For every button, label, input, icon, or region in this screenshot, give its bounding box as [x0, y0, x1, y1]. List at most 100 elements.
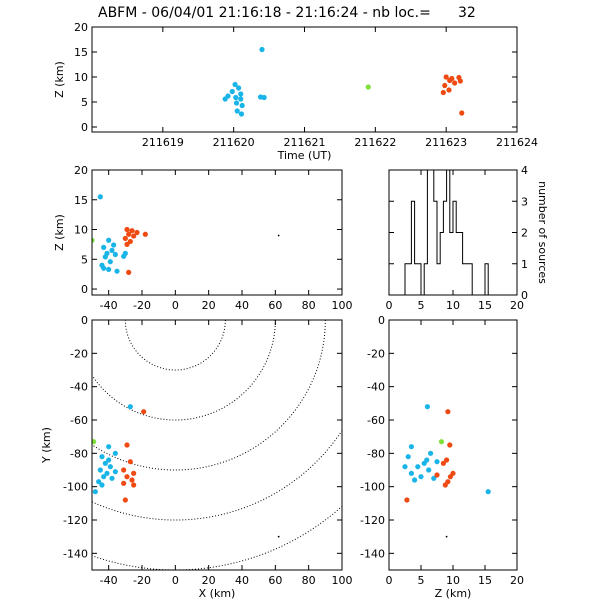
- x-tick-label: 211620: [213, 136, 255, 149]
- orange-source-point: [440, 89, 446, 96]
- cyan-source-point: [236, 85, 242, 91]
- orange-source-point: [457, 78, 463, 84]
- x-tick-label: -40: [100, 574, 118, 587]
- x-tick-label: 15: [478, 299, 492, 312]
- green-source-point: [92, 439, 97, 445]
- cyan-source-point: [232, 81, 238, 88]
- y-tick-label: 5: [81, 96, 88, 109]
- data-points: [222, 46, 465, 117]
- y-tick-label: -80: [70, 447, 88, 460]
- orange-source-point: [447, 474, 454, 480]
- range-ring: [124, 320, 226, 371]
- cyan-source-point: [107, 259, 113, 265]
- cyan-source-point: [97, 194, 103, 200]
- cyan-source-point: [259, 46, 265, 53]
- orange-source-point: [442, 82, 448, 89]
- orange-source-point: [122, 497, 128, 503]
- y-tick-label: -100: [360, 481, 385, 494]
- zy-view-panel: 0 5 10 15 20 0 -20 -40 -60 -80 -100 -120 -140 Z (km): [360, 314, 524, 600]
- orange-source-point: [129, 477, 135, 483]
- cyan-source-point: [233, 100, 240, 106]
- cyan-source-point: [431, 475, 437, 481]
- figure-title: ABFM - 06/04/01 21:16:18 - 21:16:24 - nb…: [98, 5, 431, 21]
- cyan-source-point: [102, 254, 108, 260]
- orange-source-point: [443, 74, 449, 80]
- y-tick-label: 0: [378, 314, 385, 327]
- y-tick-label: 0: [81, 314, 88, 327]
- data-points: [92, 194, 280, 275]
- x-tick-label: 100: [332, 299, 353, 312]
- green-source-point: [438, 439, 445, 445]
- orange-source-point: [126, 269, 132, 275]
- orange-source-point: [442, 482, 448, 488]
- cyan-source-point: [101, 265, 107, 271]
- cyan-source-point: [102, 460, 108, 466]
- x-tick-label: 5: [418, 574, 425, 587]
- y-tick-label: -120: [63, 514, 88, 527]
- cyan-source-point: [106, 237, 112, 243]
- cyan-source-point: [234, 108, 240, 114]
- cyan-source-point: [418, 474, 424, 480]
- y-tick-label: 5: [81, 253, 88, 266]
- cyan-source-point: [112, 450, 118, 456]
- orange-source-point: [124, 442, 130, 448]
- cyan-source-point: [426, 467, 432, 473]
- orange-source-point: [445, 409, 451, 415]
- axis-source-point: [277, 535, 280, 538]
- y-axis-label: Z (km): [53, 214, 66, 251]
- xy-plan-panel: -40 -20 0 20 40 60 80 100 0 -20 -40 -60 -80 -100 -120 -…: [40, 314, 353, 600]
- green-source-point: [365, 84, 371, 90]
- plot-frame: [91, 319, 343, 571]
- x-tick-label: 211621: [284, 136, 326, 149]
- cyan-source-point: [238, 111, 245, 117]
- histogram-steps: [389, 169, 517, 296]
- axis-source-point: [445, 535, 448, 538]
- orange-source-point: [121, 480, 127, 486]
- cyan-source-point: [96, 479, 102, 485]
- y-tick-label: 4: [521, 164, 528, 177]
- orange-source-point: [122, 235, 128, 242]
- y-tick-label: 0: [81, 121, 88, 134]
- y-axis-label: Y (km): [40, 427, 53, 464]
- x-tick-label: 10: [446, 299, 460, 312]
- x-tick-label: 211622: [354, 136, 396, 149]
- y-tick-label: 20: [74, 21, 88, 34]
- cyan-source-point: [112, 469, 118, 475]
- cyan-source-point: [97, 467, 103, 473]
- orange-source-point: [459, 110, 465, 116]
- cyan-source-point: [106, 266, 112, 273]
- orange-source-point: [452, 80, 458, 86]
- cyan-source-point: [107, 464, 113, 470]
- cyan-source-point: [485, 489, 491, 495]
- y-tick-label: 15: [74, 194, 88, 207]
- cyan-source-point: [408, 470, 414, 476]
- x-tick-label: -20: [133, 299, 151, 312]
- cyan-source-point: [424, 457, 430, 463]
- orange-source-point: [141, 409, 147, 415]
- range-rings: [92, 320, 342, 570]
- orange-source-point: [446, 87, 452, 93]
- cyan-source-point: [109, 247, 115, 253]
- x-tick-label: 20: [510, 299, 524, 312]
- orange-source-point: [124, 474, 130, 480]
- y-tick-label: 10: [74, 224, 88, 237]
- cyan-source-point: [92, 489, 98, 495]
- x-tick-label: 40: [235, 299, 249, 312]
- cyan-source-point: [402, 464, 408, 470]
- y-tick-label: -40: [70, 381, 88, 394]
- x-tick-label: 60: [268, 299, 282, 312]
- x-tick-label: 10: [446, 574, 460, 587]
- orange-source-point: [129, 228, 135, 234]
- y-tick-label: 2: [521, 227, 528, 240]
- cyan-source-point: [434, 459, 440, 465]
- y-tick-label: 0: [81, 283, 88, 296]
- data-points: [402, 404, 491, 538]
- cyan-source-point: [99, 482, 105, 488]
- x-tick-label: 211623: [425, 136, 467, 149]
- y-tick-label: -140: [360, 547, 385, 560]
- orange-source-point: [127, 238, 133, 245]
- plot-frame: [91, 169, 343, 296]
- cyan-source-point: [222, 96, 228, 102]
- x-tick-label: 0: [386, 299, 393, 312]
- x-tick-label: 0: [172, 574, 179, 587]
